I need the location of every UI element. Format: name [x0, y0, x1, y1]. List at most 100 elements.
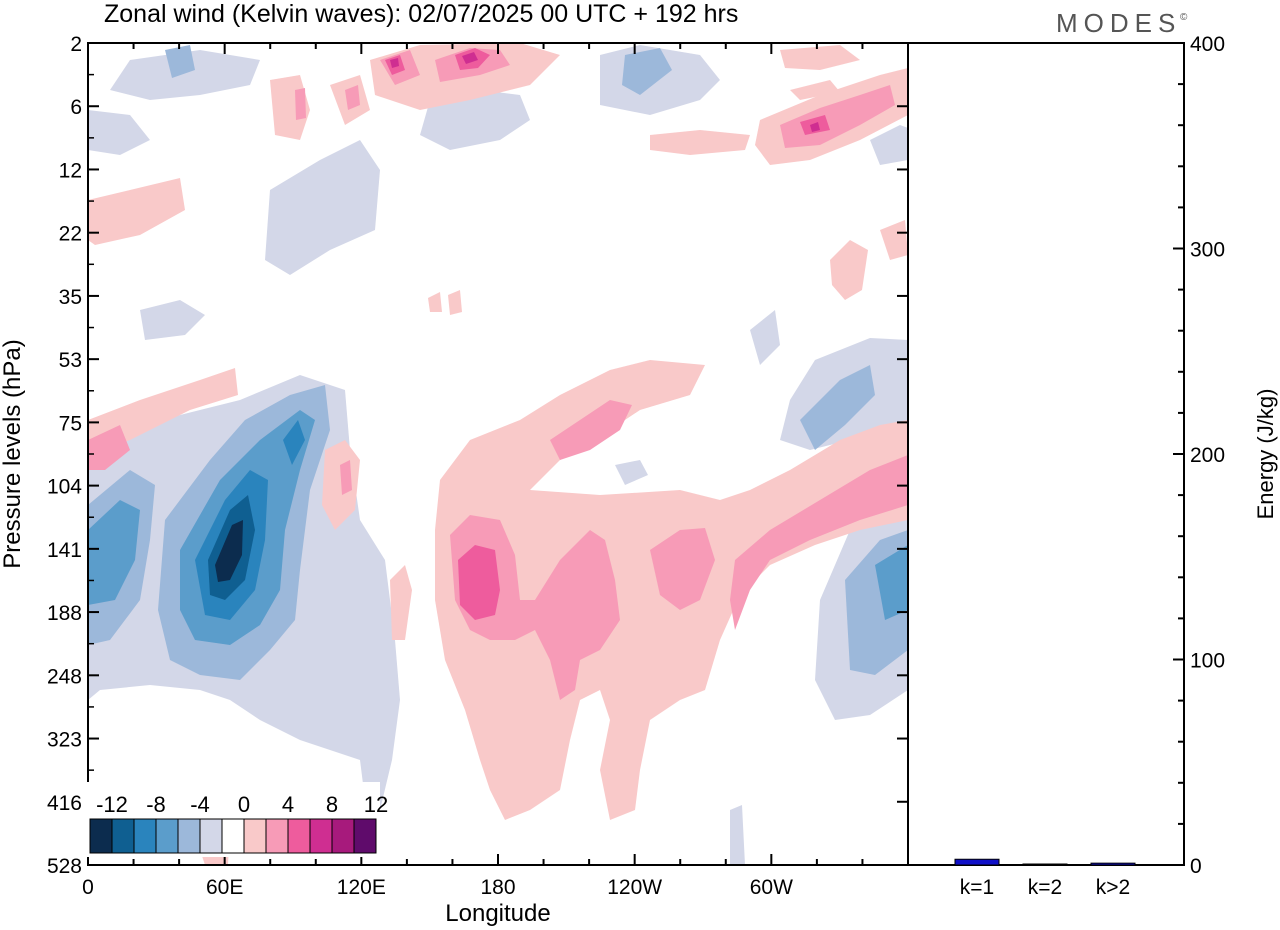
colorbar-label: 8	[326, 792, 338, 817]
y-tick-label: 141	[47, 539, 82, 562]
contour-pos-2	[880, 220, 908, 260]
x-tick-label: 120E	[337, 876, 386, 899]
contour-field	[88, 43, 908, 865]
energy-axis-label: Energy (J/kg)	[1253, 389, 1278, 520]
contour-pos-2	[322, 440, 360, 530]
colorbar-label: -8	[146, 792, 166, 817]
longitude-axis: 0 60E 120E 180 120W 60W	[82, 43, 909, 899]
colorbar-label: -4	[190, 792, 210, 817]
x-tick-label: 120W	[607, 876, 662, 899]
y-tick-label: 53	[59, 349, 82, 372]
colorbar-swatch	[331, 818, 355, 854]
contour-pos-4	[88, 425, 130, 470]
contour-neg-4	[622, 48, 672, 95]
contour-pos-2	[650, 130, 750, 155]
y-tick-label: 22	[59, 223, 82, 246]
colorbar-swatch	[155, 818, 179, 854]
contour-pos-4	[650, 528, 715, 610]
contour-pos-8	[390, 58, 399, 68]
colorbar-swatch	[111, 818, 135, 854]
contour-neg-2	[730, 805, 745, 865]
contour-pos-8	[462, 52, 478, 64]
y-tick-label: 2	[70, 33, 82, 56]
y-tick-label: 104	[47, 476, 82, 499]
y-tick-label: 35	[59, 286, 82, 309]
contour-pos-8	[810, 122, 820, 132]
energy-tick-label: 100	[1190, 650, 1225, 673]
contour-neg-12	[215, 520, 243, 582]
contour-pos-4	[730, 455, 908, 630]
colorbar-label: 12	[364, 792, 388, 817]
y-tick-label: 6	[70, 96, 82, 119]
colorbar-label: 4	[282, 792, 294, 817]
chart-title: Zonal wind (Kelvin waves): 02/07/2025 00…	[104, 0, 738, 28]
y-tick-label: 528	[47, 855, 82, 878]
energy-tick-label: 300	[1190, 239, 1225, 262]
contour-neg-2	[870, 125, 908, 165]
wavenumber-label: k=1	[960, 876, 994, 899]
contour-pos-2	[390, 565, 412, 640]
y-tick-label: 416	[47, 792, 82, 815]
energy-bar	[1090, 862, 1136, 866]
contour-pos-2	[88, 178, 185, 245]
energy-bar	[954, 858, 1000, 866]
contour-neg-2	[750, 310, 780, 365]
contour-pos-2	[448, 290, 462, 315]
contour-neg-2	[110, 50, 260, 100]
x-axis-label: Longitude	[445, 900, 550, 927]
contour-pos-4	[345, 85, 360, 110]
colorbar-swatch	[243, 818, 267, 854]
energy-bars	[954, 858, 1136, 866]
contour-neg-2	[140, 300, 205, 340]
heatmap-panel: 2 6 12 22 35 53 75 104 141 188 248 323 416 528 0 60E 12…	[0, 33, 909, 927]
energy-frame	[907, 42, 1185, 866]
wavenumber-label: k=2	[1028, 876, 1062, 899]
brand-mark: ©	[1180, 12, 1188, 23]
x-tick-label: 60W	[750, 876, 793, 899]
energy-tick-label: 400	[1190, 33, 1225, 56]
energy-tick-label: 0	[1190, 855, 1202, 878]
wavenumber-label: k>2	[1096, 876, 1130, 899]
colorbar-swatch	[221, 818, 245, 854]
contour-pos-2	[790, 80, 840, 100]
y-tick-label: 75	[59, 412, 82, 435]
x-tick-label: 60E	[206, 876, 243, 899]
contour-neg-2	[615, 460, 648, 485]
colorbar-legend: -12 -8 -4 0 4 8 12	[86, 782, 388, 857]
colorbar-swatch	[353, 818, 377, 854]
contour-neg-4	[800, 365, 875, 450]
contour-pos-2	[780, 45, 860, 70]
wavenumber-axis: k=1 k=2 k>2	[960, 876, 1130, 899]
energy-bar	[1022, 863, 1068, 866]
contour-neg-6	[875, 545, 908, 620]
y-tick-label: 248	[47, 665, 82, 688]
y-tick-label: 188	[47, 602, 82, 625]
contour-neg-2	[265, 140, 380, 275]
colorbar-label: -12	[96, 792, 128, 817]
contour-pos-2	[830, 240, 868, 300]
contour-neg-4	[165, 45, 195, 78]
contour-pos-2	[88, 368, 238, 455]
colorbar-swatch	[199, 818, 223, 854]
contour-pos-4	[550, 400, 632, 460]
contour-neg-2	[420, 90, 530, 150]
colorbar-swatch	[177, 818, 201, 854]
pressure-axis: 2 6 12 22 35 53 75 104 141 188 248 323 416 528	[47, 33, 908, 878]
contour-pos-6	[458, 545, 500, 620]
colorbar-swatch	[309, 818, 333, 854]
contour-neg-8	[283, 420, 305, 465]
colorbar-label: 0	[238, 792, 250, 817]
contour-pos-2	[428, 292, 442, 312]
colorbar-swatch	[265, 818, 289, 854]
brand-logo: MODES	[1056, 8, 1181, 38]
y-axis-label: Pressure levels (hPa)	[0, 339, 26, 568]
contour-pos-4	[340, 460, 352, 495]
colorbar-swatch	[89, 818, 113, 854]
contour-neg-6	[88, 500, 140, 605]
y-tick-label: 323	[47, 729, 82, 752]
colorbar-swatch	[133, 818, 157, 854]
x-tick-label: 0	[82, 876, 94, 899]
x-tick-label: 180	[480, 876, 515, 899]
energy-panel: 0 100 200 300 400 k=1 k=2 k>2 Energy (J/kg)	[907, 33, 1278, 899]
